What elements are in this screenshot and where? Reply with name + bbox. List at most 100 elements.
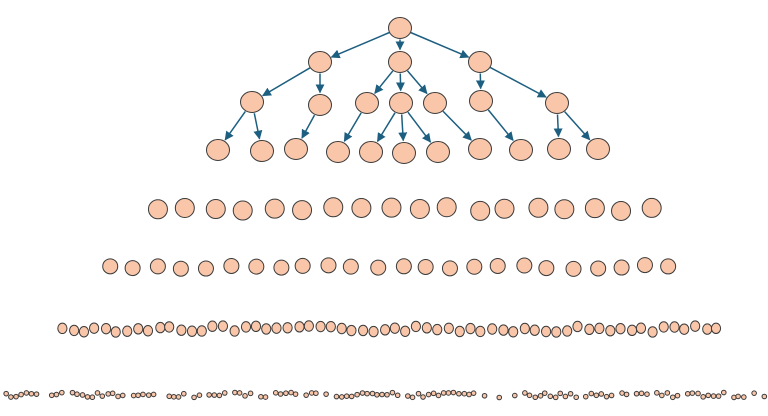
- tree-node: [468, 138, 492, 160]
- row-node: [751, 390, 757, 396]
- row-node: [242, 393, 248, 399]
- edge: [330, 31, 390, 59]
- row-node: [498, 324, 509, 336]
- edge: [406, 70, 428, 95]
- row-node: [3, 390, 9, 397]
- row-node: [489, 257, 506, 274]
- row-node: [248, 258, 265, 275]
- row-node: [395, 258, 412, 275]
- row-node: [171, 394, 177, 400]
- row-node: [196, 325, 207, 337]
- row-node: [288, 389, 294, 396]
- row-node: [635, 322, 647, 334]
- row-node: [405, 393, 411, 399]
- tree-node: [423, 92, 447, 114]
- row-node: [115, 393, 121, 400]
- row-node: [277, 391, 284, 397]
- row-node: [333, 393, 340, 400]
- row-node: [142, 325, 154, 337]
- tree-node: [392, 142, 416, 164]
- tree-node: [468, 51, 492, 73]
- row-node: [59, 389, 65, 396]
- row-node: [487, 323, 498, 335]
- row-node: [294, 257, 311, 274]
- row-node: [562, 393, 569, 400]
- row-node: [338, 394, 345, 400]
- row-node: [526, 392, 533, 399]
- row-node: [565, 260, 582, 277]
- row-node: [250, 320, 262, 333]
- row-node: [389, 389, 396, 396]
- row-node: [232, 200, 253, 221]
- row-node: [69, 389, 76, 396]
- tree-node: [308, 51, 332, 73]
- row-node: [28, 390, 35, 397]
- row-node: [172, 260, 189, 277]
- row-node: [690, 320, 701, 332]
- row-node: [292, 200, 313, 221]
- row-node: [197, 260, 214, 277]
- row-node: [33, 391, 40, 397]
- edge: [374, 70, 394, 94]
- row-node: [313, 390, 319, 397]
- row-node: [206, 392, 212, 398]
- row-node: [155, 321, 166, 334]
- row-node: [374, 391, 380, 398]
- edge: [410, 31, 470, 59]
- row-node: [409, 394, 416, 401]
- tree-node: [250, 140, 274, 162]
- tree-node: [326, 141, 350, 163]
- row-node: [430, 390, 437, 397]
- row-node: [325, 320, 336, 333]
- row-node: [633, 390, 640, 397]
- row-node: [636, 257, 653, 274]
- row-node: [516, 257, 533, 274]
- row-node: [323, 391, 329, 397]
- tree-node: [388, 17, 412, 39]
- tree-node: [206, 139, 230, 161]
- edge: [489, 66, 547, 98]
- row-node: [511, 392, 518, 399]
- row-node: [149, 258, 166, 275]
- row-node: [89, 322, 100, 334]
- row-node: [415, 390, 422, 397]
- row-node: [57, 322, 68, 335]
- row-node: [102, 258, 119, 275]
- row-node: [303, 320, 314, 332]
- row-node: [258, 393, 264, 400]
- row-node: [494, 198, 515, 219]
- row-node: [166, 393, 173, 400]
- row-node: [660, 258, 677, 275]
- row-node: [283, 390, 289, 397]
- row-node: [741, 394, 747, 400]
- row-node: [346, 324, 357, 337]
- row-node: [547, 393, 554, 400]
- row-node: [229, 325, 240, 337]
- row-node: [13, 393, 19, 400]
- row-node: [436, 197, 457, 218]
- row-node: [541, 390, 548, 396]
- row-node: [590, 260, 607, 277]
- row-node: [638, 390, 645, 397]
- row-node: [626, 324, 638, 337]
- row-node: [466, 391, 472, 398]
- row-node: [443, 322, 454, 334]
- row-node: [441, 260, 458, 277]
- row-node: [370, 259, 387, 276]
- edge: [224, 110, 246, 141]
- edge: [376, 112, 396, 143]
- row-node: [380, 324, 391, 336]
- row-node: [122, 325, 133, 337]
- row-node: [669, 321, 680, 333]
- row-node: [351, 197, 372, 218]
- tree-node: [545, 92, 569, 114]
- row-node: [647, 326, 658, 338]
- row-node: [294, 321, 305, 333]
- row-node: [689, 390, 696, 396]
- row-node: [48, 392, 55, 399]
- row-node: [551, 326, 562, 338]
- row-node: [605, 324, 616, 337]
- row-node: [522, 390, 528, 396]
- row-node: [674, 392, 681, 399]
